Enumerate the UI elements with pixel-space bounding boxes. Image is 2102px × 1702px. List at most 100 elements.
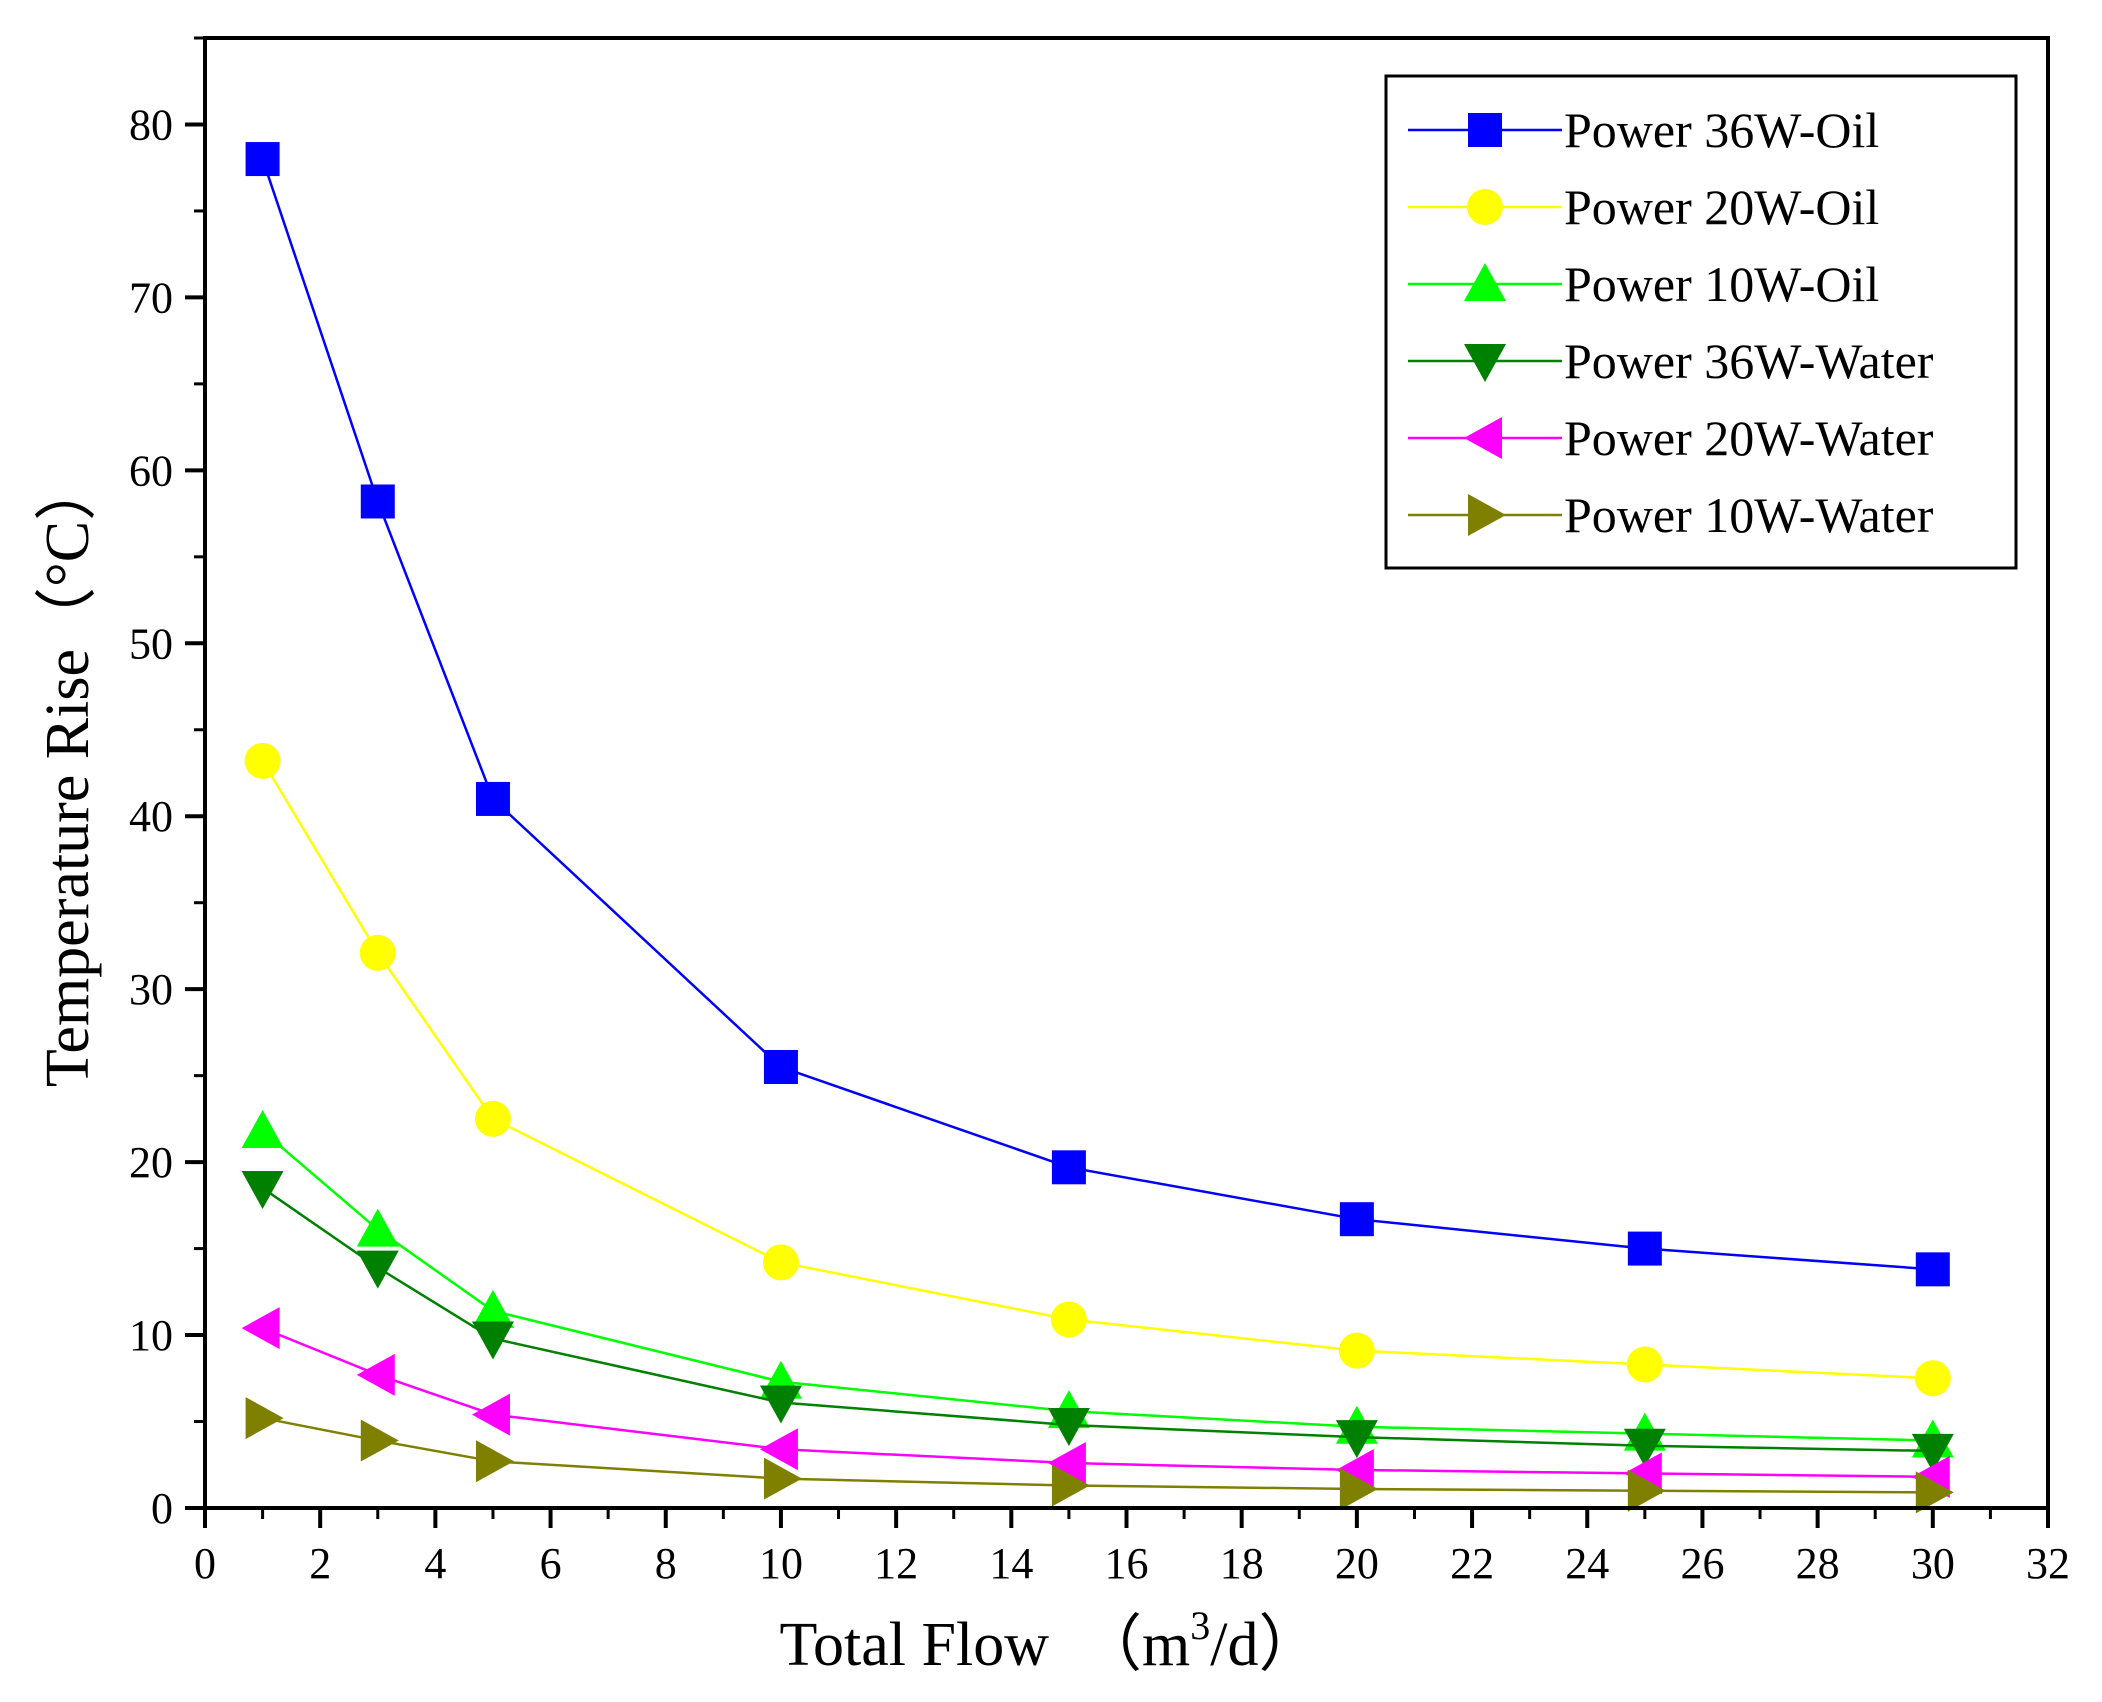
x-axis-title-main: Total Flow （m [780, 1611, 1191, 1679]
series-line [261, 1130, 1933, 1442]
data-point [1338, 1332, 1375, 1369]
legend-marker [1468, 113, 1502, 147]
data-point [245, 142, 280, 177]
data-point [356, 1353, 395, 1396]
legend-label: Power 36W-Oil [1564, 102, 1879, 158]
data-point [1050, 1301, 1087, 1338]
axes: 0 2 4 6 8 10 12 14 16 18 20 22 24 26 28 30 3201020304050… [129, 36, 2070, 1588]
series-4 [241, 1171, 1954, 1472]
data-point [759, 1385, 802, 1424]
plot-frame [203, 36, 2050, 1510]
data-point [1626, 1346, 1663, 1383]
data-point [1335, 1420, 1378, 1459]
data-point [1911, 1433, 1954, 1472]
data-point [241, 1307, 280, 1350]
x-axis-title-tail: /d） [1210, 1611, 1320, 1679]
data-point [471, 1321, 514, 1360]
x-tick-label: 30 [1911, 1539, 1955, 1588]
legend-item: Power 10W-Oil [1408, 256, 1879, 312]
data-point [241, 1171, 284, 1210]
data-point [1047, 1407, 1090, 1446]
data-point [1335, 1448, 1374, 1491]
y-tick-label: 60 [129, 446, 173, 495]
data-point [471, 1393, 510, 1436]
series-line [262, 1416, 1933, 1494]
legend-box [1384, 74, 2018, 570]
y-tick-label: 40 [129, 792, 173, 841]
data-point [1623, 1428, 1666, 1467]
legend-marker [1467, 189, 1503, 225]
series-2 [244, 742, 1951, 1397]
data-point [1914, 1360, 1951, 1397]
x-tick-label: 26 [1680, 1539, 1724, 1588]
series-6 [245, 1397, 1954, 1514]
x-axis-title-superscript: 3 [1190, 1603, 1210, 1648]
legend-label: Power 36W-Water [1564, 333, 1934, 389]
legend-label: Power 20W-Oil [1564, 179, 1879, 235]
legend-item: Power 10W-Water [1408, 487, 1934, 543]
data-point [474, 1100, 511, 1137]
data-point [475, 1440, 514, 1483]
data-point [475, 781, 510, 816]
series-line [261, 158, 1933, 1271]
data-point [1915, 1252, 1950, 1287]
x-tick-label: 10 [759, 1539, 803, 1588]
x-tick-label: 16 [1105, 1539, 1149, 1588]
legend-marker [1468, 494, 1506, 536]
y-tick-label: 80 [129, 100, 173, 149]
data-point [1627, 1469, 1666, 1512]
legend: Power 36W-Oil Power 20W-Oil Power 10W-Oil P… [1384, 74, 2018, 570]
legend-item: Power 36W-Oil [1408, 102, 1879, 158]
x-axis-title: Total Flow （m3/d） [780, 1603, 1321, 1679]
x-tick-label: 4 [424, 1539, 446, 1588]
data-point [360, 484, 395, 519]
x-tick-label: 2 [309, 1539, 331, 1588]
y-tick-label: 10 [129, 1311, 173, 1360]
y-axis-title: Temperature Rise（°C） [34, 459, 102, 1087]
x-tick-label: 14 [989, 1539, 1033, 1588]
data-point [471, 1289, 514, 1328]
data-point [241, 1109, 284, 1148]
data-point [763, 1050, 798, 1084]
legend-item: Power 20W-Water [1408, 410, 1934, 466]
data-point [1051, 1464, 1090, 1507]
legend-marker [1464, 417, 1502, 459]
x-tick-label: 8 [655, 1539, 677, 1588]
data-point [359, 934, 396, 971]
data-point [1339, 1202, 1374, 1237]
legend-marker [1464, 344, 1506, 382]
series-line [261, 1187, 1933, 1453]
x-tick-label: 32 [2026, 1539, 2070, 1588]
y-tick-label: 20 [129, 1138, 173, 1187]
data-point [1051, 1150, 1086, 1185]
data-point [244, 742, 281, 779]
data-point [356, 1250, 399, 1289]
data-point [1627, 1231, 1662, 1266]
x-tick-label: 22 [1450, 1539, 1494, 1588]
legend-item: Power 36W-Water [1408, 333, 1934, 389]
data-point [1915, 1471, 1954, 1514]
series-1 [245, 142, 1950, 1287]
data-point [762, 1244, 799, 1281]
data-point [1339, 1467, 1378, 1510]
plot-area [241, 142, 1954, 1514]
x-tick-label: 24 [1565, 1539, 1609, 1588]
data-point [759, 1428, 798, 1471]
data-point [1047, 1442, 1086, 1485]
data-point [356, 1208, 399, 1247]
x-tick-label: 6 [540, 1539, 562, 1588]
legend-label: Power 10W-Oil [1564, 256, 1879, 312]
legend-item: Power 20W-Oil [1408, 179, 1879, 235]
y-tick-label: 30 [129, 965, 173, 1014]
x-tick-label: 12 [874, 1539, 918, 1588]
x-tick-label: 18 [1220, 1539, 1264, 1588]
series-line [261, 760, 1933, 1380]
data-point [763, 1457, 802, 1500]
y-tick-label: 50 [129, 619, 173, 668]
legend-marker [1464, 263, 1506, 301]
x-tick-label: 28 [1796, 1539, 1840, 1588]
x-tick-label: 0 [194, 1539, 216, 1588]
x-tick-label: 20 [1335, 1539, 1379, 1588]
data-point [245, 1397, 284, 1440]
